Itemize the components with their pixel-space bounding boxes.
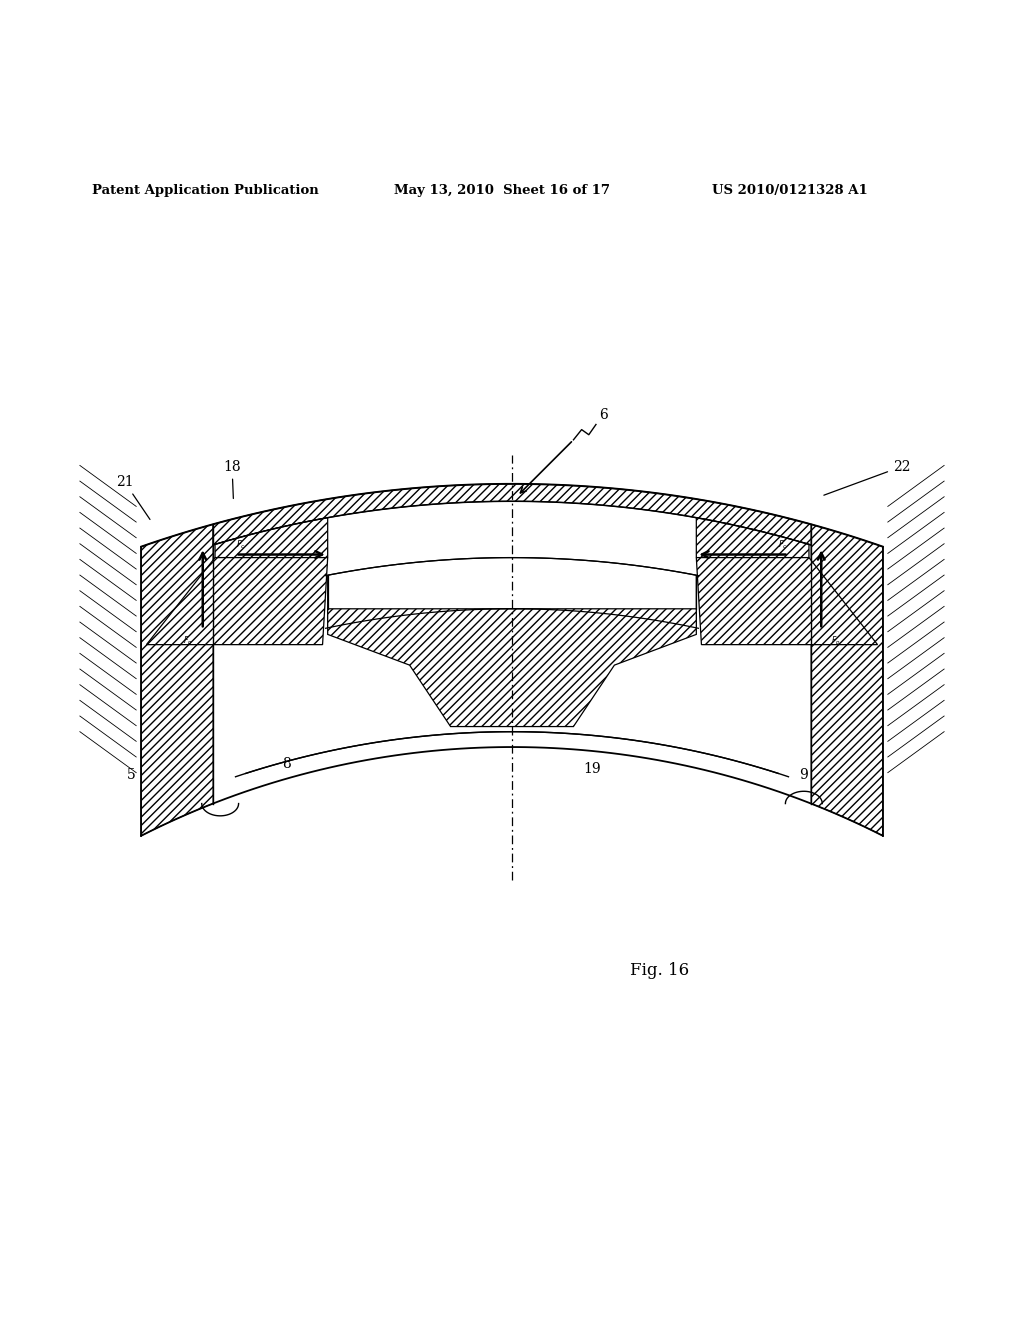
- Polygon shape: [215, 517, 328, 557]
- Polygon shape: [146, 557, 328, 644]
- Text: US 2010/0121328 A1: US 2010/0121328 A1: [712, 183, 867, 197]
- Text: Patent Application Publication: Patent Application Publication: [92, 183, 318, 197]
- Polygon shape: [141, 524, 213, 836]
- Text: $F_p$: $F_p$: [831, 635, 841, 648]
- Text: 21: 21: [116, 475, 150, 520]
- Polygon shape: [696, 557, 878, 644]
- Text: 18: 18: [223, 459, 241, 499]
- Text: $F_p$: $F_p$: [183, 635, 193, 648]
- Text: 5: 5: [127, 767, 135, 781]
- Text: 9: 9: [799, 767, 808, 781]
- Polygon shape: [213, 484, 811, 545]
- Text: 22: 22: [824, 459, 910, 495]
- Text: $F_c$: $F_c$: [778, 539, 788, 552]
- Text: May 13, 2010  Sheet 16 of 17: May 13, 2010 Sheet 16 of 17: [394, 183, 610, 197]
- Text: 19: 19: [584, 763, 601, 776]
- Text: 8: 8: [283, 758, 291, 771]
- Text: $F_c$: $F_c$: [236, 539, 246, 552]
- Text: Fig. 16: Fig. 16: [630, 962, 689, 979]
- Polygon shape: [328, 609, 696, 726]
- Polygon shape: [328, 557, 696, 628]
- Polygon shape: [811, 524, 883, 836]
- Text: 6: 6: [599, 408, 608, 422]
- Polygon shape: [696, 517, 809, 557]
